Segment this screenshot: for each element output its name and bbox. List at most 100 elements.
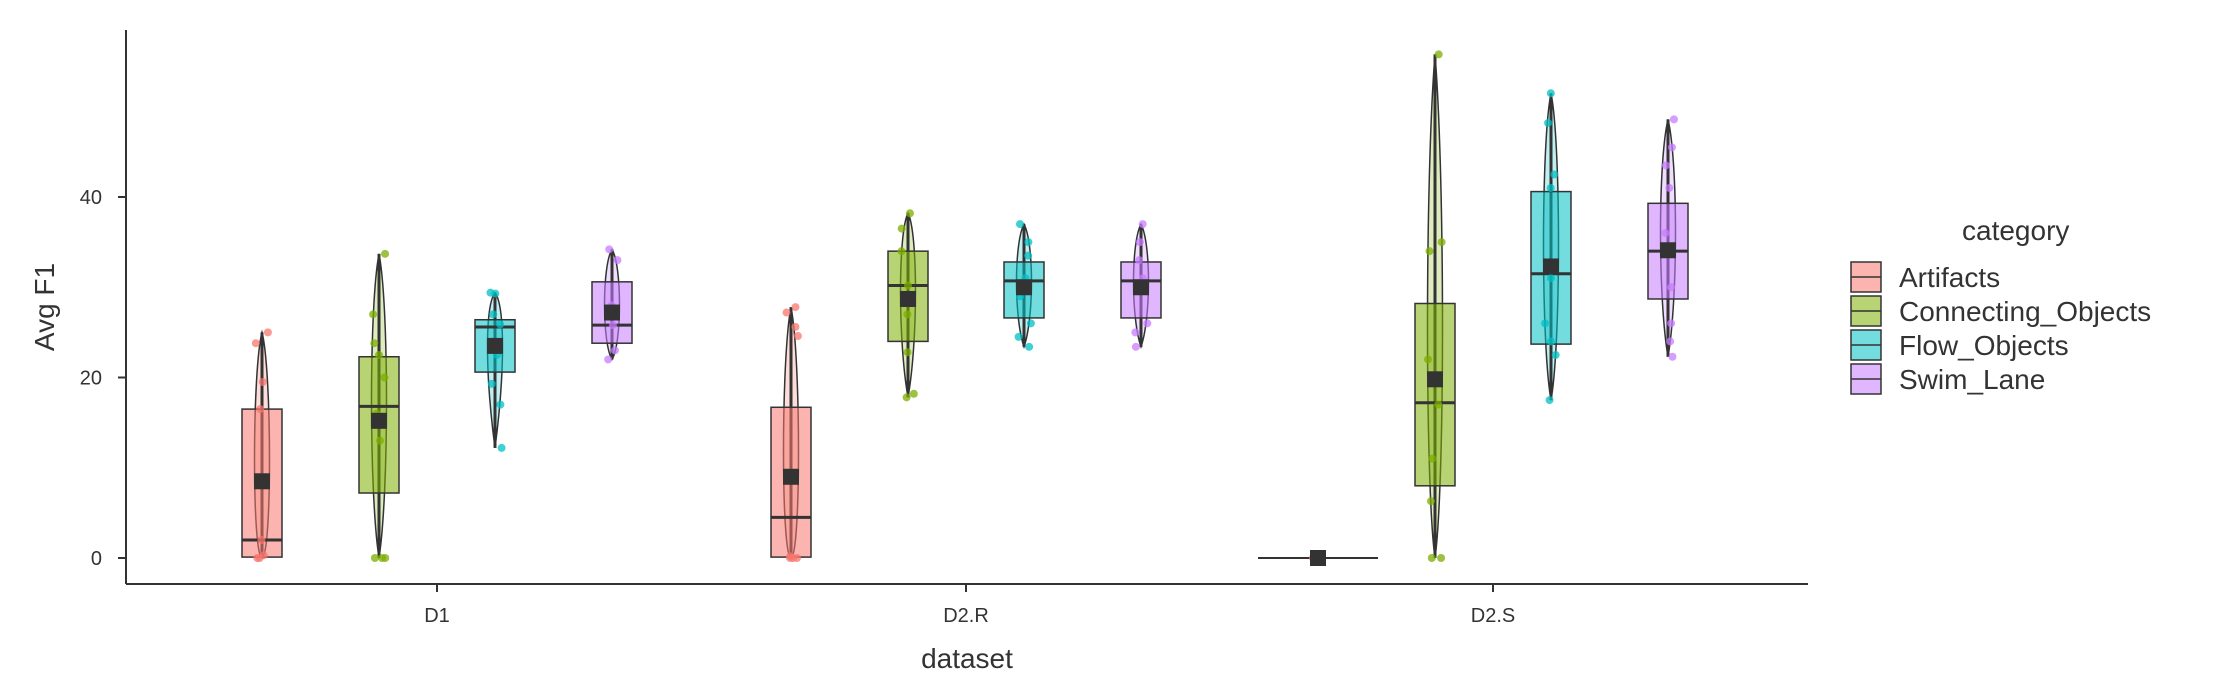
data-point (1546, 274, 1555, 283)
box-group (1414, 50, 1456, 562)
data-point (370, 339, 379, 348)
data-point (1669, 115, 1678, 124)
box-group (591, 245, 633, 364)
data-point (1544, 118, 1553, 127)
data-point (1434, 50, 1443, 59)
data-point (1437, 554, 1446, 562)
data-point (1667, 319, 1676, 328)
data-point (1024, 238, 1033, 247)
data-point (1546, 337, 1555, 346)
box-group (1258, 550, 1378, 566)
data-point (257, 535, 266, 544)
data-point (1014, 332, 1023, 341)
data-point (251, 339, 260, 348)
x-tick-label: D2.S (1471, 605, 1515, 627)
data-point (782, 308, 791, 317)
mean-marker (487, 337, 503, 354)
axis-ticks: 0 20 40 D1 D2.R D2.S (80, 187, 1515, 627)
data-point (497, 443, 506, 452)
data-point (1541, 319, 1550, 328)
box-group (1120, 220, 1162, 351)
mean-marker (783, 468, 799, 485)
box-group (1003, 220, 1045, 351)
box-group (770, 303, 812, 562)
box-group (241, 328, 283, 562)
data-point (604, 355, 613, 364)
data-point (496, 400, 505, 409)
data-point (370, 554, 379, 562)
box (1414, 302, 1456, 487)
data-point (374, 350, 383, 359)
legend-label: Artifacts (1899, 262, 2000, 293)
data-point (903, 348, 912, 357)
data-point (791, 322, 800, 331)
data-point (263, 328, 272, 337)
data-point (610, 346, 619, 355)
data-point (487, 379, 496, 388)
data-point (380, 373, 389, 382)
legend-title: category (1962, 215, 2069, 246)
y-tick-label: 20 (80, 368, 102, 390)
data-point (1424, 355, 1433, 364)
x-tick-label: D1 (424, 605, 450, 627)
data-point (256, 405, 265, 414)
mean-marker (1016, 279, 1032, 296)
legend-label: Connecting_Objects (1899, 296, 2151, 327)
box-group (358, 249, 400, 562)
data-point (1437, 238, 1446, 247)
data-point (905, 209, 914, 218)
data-point (1015, 220, 1024, 229)
data-point (1661, 229, 1670, 238)
data-point (608, 321, 617, 330)
data-point (381, 554, 390, 562)
data-point (605, 245, 614, 254)
data-point (1135, 256, 1144, 265)
data-point (613, 256, 622, 265)
data-point (1131, 342, 1140, 351)
mean-marker (604, 304, 620, 321)
data-point (903, 310, 912, 319)
data-point (258, 378, 267, 387)
data-point (897, 247, 906, 256)
box-group (887, 209, 929, 402)
box-group (1530, 89, 1572, 405)
data-point (1425, 247, 1434, 256)
data-point (381, 249, 390, 258)
mean-marker (1543, 258, 1559, 275)
box-group (1647, 115, 1689, 361)
data-point (376, 436, 385, 445)
data-point (791, 303, 800, 312)
legend: category ArtifactsConnecting_ObjectsFlow… (1850, 215, 2151, 395)
data-point (1426, 497, 1435, 506)
data-point (789, 554, 798, 562)
data-point (903, 281, 912, 290)
mean-marker (1660, 242, 1676, 259)
data-point (1668, 352, 1677, 361)
data-point (902, 393, 911, 402)
data-point (491, 289, 500, 298)
data-point (255, 554, 264, 562)
data-point (1025, 342, 1034, 351)
data-point (1024, 251, 1033, 260)
mean-marker (1427, 371, 1443, 388)
mean-marker (900, 290, 916, 307)
data-point (1667, 143, 1676, 152)
mean-marker (254, 473, 270, 490)
x-tick-label: D2.R (943, 605, 989, 627)
y-tick-label: 40 (80, 187, 102, 209)
data-point (496, 320, 505, 329)
y-axis-title: Avg F1 (29, 263, 60, 351)
data-point (1131, 328, 1140, 337)
data-point (1666, 337, 1675, 346)
mean-marker (1310, 550, 1326, 566)
data-point (1667, 283, 1676, 292)
data-point (1428, 454, 1437, 463)
legend-label: Swim_Lane (1899, 364, 2045, 395)
data-point (1546, 183, 1555, 192)
data-point (1434, 400, 1443, 409)
x-axis-title: dataset (921, 643, 1013, 674)
data-point (793, 331, 802, 340)
data-point (1665, 183, 1674, 192)
data-point (489, 310, 498, 319)
